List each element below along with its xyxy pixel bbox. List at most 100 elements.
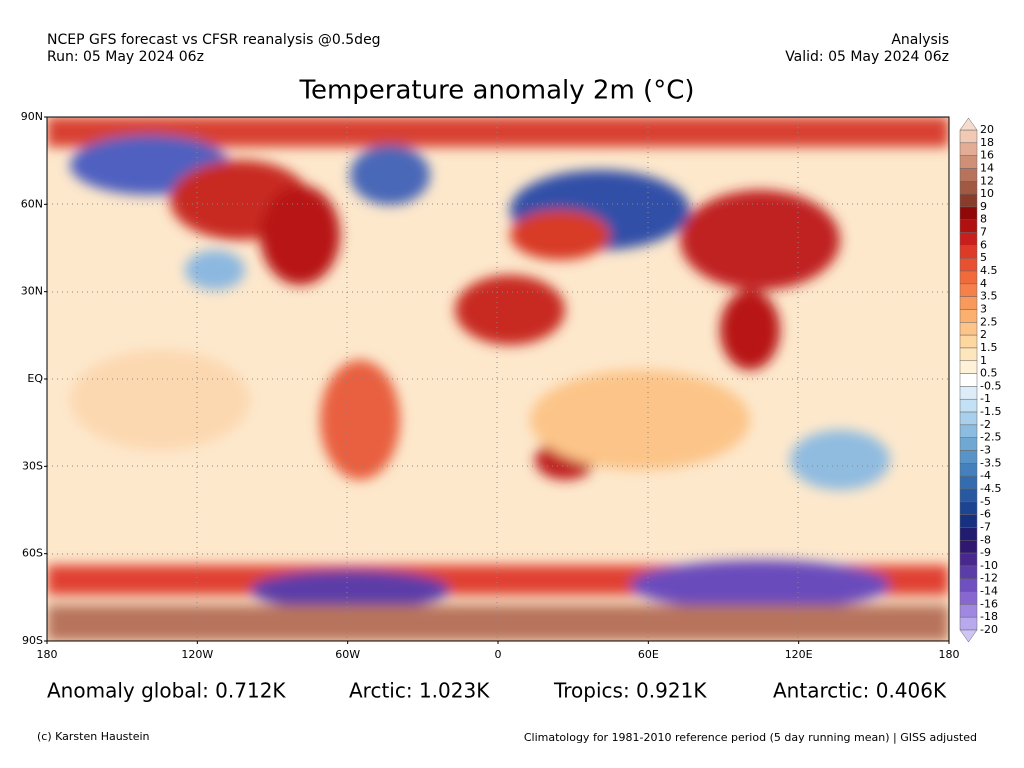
colorbar-label: 4: [980, 277, 987, 290]
colorbar-arrow-top: [959, 117, 978, 131]
colorbar-bin: [959, 257, 978, 272]
colorbar-bin: [959, 424, 978, 438]
colorbar-label: 9: [980, 200, 987, 213]
lat-label: 60S: [22, 547, 43, 560]
colorbar-bin: [959, 398, 978, 413]
colorbar-bin: [959, 206, 978, 220]
header-left: Run: 05 May 2024 06z: [47, 49, 204, 65]
colorbar-label: -5: [980, 495, 991, 508]
colorbar-bin: [959, 604, 978, 618]
colorbar-label: -6: [980, 508, 991, 521]
header-left: NCEP GFS forecast vs CFSR reanalysis @0.…: [47, 32, 381, 48]
colorbar-label: 0.5: [980, 367, 998, 380]
colorbar-label: 8: [980, 213, 987, 226]
colorbar-bin: [959, 373, 978, 387]
colorbar-label: -10: [980, 559, 998, 572]
colorbar-label: 16: [980, 149, 994, 162]
stat: Antarctic: 0.406K: [773, 679, 947, 703]
colorbar-bin: [959, 565, 978, 579]
stat: Arctic: 1.023K: [349, 679, 490, 703]
lat-label: 60N: [21, 197, 43, 210]
lat-label: 90S: [22, 634, 43, 647]
lat-label: 90N: [21, 110, 43, 123]
colorbar-label: 2.5: [980, 315, 998, 328]
colorbar-label: 5: [980, 251, 987, 264]
colorbar-label: -3.5: [980, 456, 1001, 469]
colorbar-bin: [959, 181, 978, 195]
colorbar-bin: [959, 552, 978, 567]
colorbar-label: -0.5: [980, 379, 1001, 392]
colorbar-bin: [959, 245, 978, 259]
colorbar-bin: [959, 514, 978, 528]
colorbar-label: 20: [980, 123, 994, 136]
colorbar-bin: [959, 501, 978, 515]
colorbar-bin: [959, 463, 978, 477]
colorbar-bin: [959, 616, 978, 631]
colorbar-bin: [959, 450, 978, 464]
lon-label: 0: [495, 648, 502, 661]
colorbar-label: -12: [980, 572, 998, 585]
colorbar-bin: [959, 591, 978, 605]
colorbar-bin: [959, 322, 978, 336]
colorbar-bin: [959, 475, 978, 490]
footer-left: (c) Karsten Haustein: [37, 730, 150, 743]
colorbar-bin: [959, 168, 978, 182]
colorbar-label: -4.5: [980, 482, 1001, 495]
colorbar-label: 4.5: [980, 264, 998, 277]
colorbar-label: -2.5: [980, 431, 1001, 444]
colorbar-bin: [959, 334, 978, 349]
colorbar-bin: [959, 540, 978, 554]
colorbar-bin: [959, 219, 978, 233]
colorbar-bin: [959, 527, 978, 541]
graticule: [47, 117, 949, 641]
colorbar-label: 1: [980, 354, 987, 367]
stat: Tropics: 0.921K: [553, 679, 707, 703]
lon-label: 180: [939, 648, 960, 661]
colorbar-bin: [959, 155, 978, 169]
colorbar-label: 12: [980, 174, 994, 187]
colorbar-label: 14: [980, 161, 994, 174]
footer-right: Climatology for 1981-2010 reference peri…: [524, 731, 977, 744]
colorbar-label: 18: [980, 136, 994, 149]
map: [47, 117, 949, 641]
colorbar-label: -2: [980, 418, 991, 431]
colorbar-label: 7: [980, 226, 987, 239]
colorbar-label: 2: [980, 328, 987, 341]
lat-label: 30S: [22, 459, 43, 472]
colorbar-label: 10: [980, 187, 994, 200]
colorbar-bin: [959, 193, 978, 208]
colorbar-arrow-bottom: [959, 629, 978, 643]
colorbar-label: -1.5: [980, 405, 1001, 418]
header-right: Analysis: [891, 32, 949, 48]
colorbar-label: 6: [980, 238, 987, 251]
colorbar-label: 3: [980, 302, 987, 315]
title: Temperature anomaly 2m (°C): [299, 76, 695, 106]
stat: Anomaly global: 0.712K: [47, 679, 286, 703]
colorbar-label: -7: [980, 520, 991, 533]
lon-label: 60E: [638, 648, 659, 661]
colorbar-bin: [959, 129, 978, 144]
colorbar-label: 3.5: [980, 290, 998, 303]
colorbar-label: -3: [980, 444, 991, 457]
colorbar-bin: [959, 142, 978, 156]
lon-label: 60W: [335, 648, 360, 661]
colorbar-label: -4: [980, 469, 991, 482]
colorbar-bin: [959, 488, 978, 503]
colorbar-bin: [959, 296, 978, 310]
colorbar-label: -8: [980, 533, 991, 546]
lat-label: EQ: [27, 372, 43, 385]
lon-label: 180: [37, 648, 58, 661]
colorbar-label: -1: [980, 392, 991, 405]
colorbar-label: -16: [980, 597, 998, 610]
colorbar-bin: [959, 309, 978, 323]
colorbar-label: 1.5: [980, 341, 998, 354]
lon-label: 120E: [785, 648, 813, 661]
colorbar-label: -20: [980, 623, 998, 636]
colorbar-bin: [959, 283, 978, 297]
colorbar-bin: [959, 437, 978, 451]
colorbar-label: -14: [980, 585, 998, 598]
colorbar-bin: [959, 411, 978, 426]
colorbar-bin: [959, 386, 978, 400]
colorbar-label: -9: [980, 546, 991, 559]
